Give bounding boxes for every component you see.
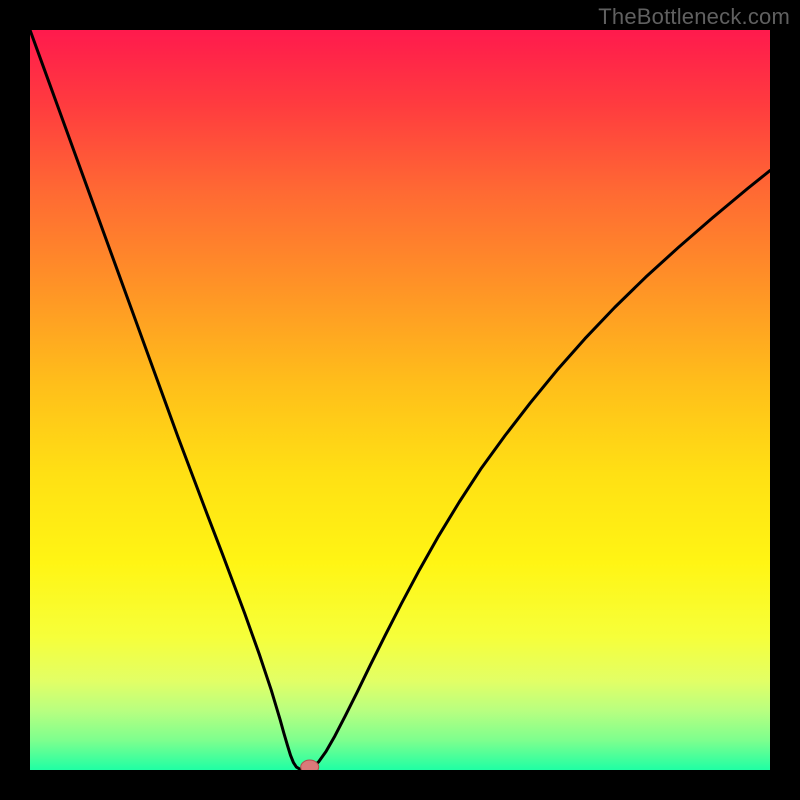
curve-layer: [30, 30, 770, 770]
plot-area: [30, 30, 770, 770]
bottleneck-curve: [30, 30, 770, 770]
watermark-text: TheBottleneck.com: [598, 4, 790, 30]
minimum-marker: [301, 760, 319, 770]
outer-frame: TheBottleneck.com: [0, 0, 800, 800]
